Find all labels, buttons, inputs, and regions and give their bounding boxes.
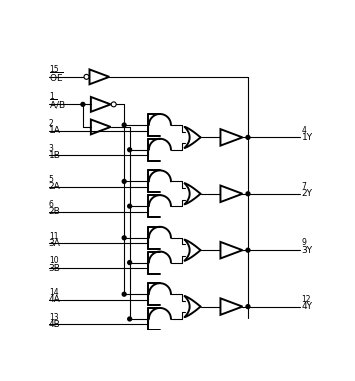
Circle shape (84, 74, 89, 79)
Text: $\overline{\rm OE}$: $\overline{\rm OE}$ (49, 70, 64, 84)
Text: 4: 4 (302, 126, 306, 134)
Text: 1A: 1A (49, 126, 61, 135)
Circle shape (81, 102, 85, 106)
Text: 14: 14 (49, 288, 59, 297)
Circle shape (246, 136, 250, 139)
Text: 7: 7 (302, 182, 306, 191)
Text: 3B: 3B (49, 264, 61, 272)
Circle shape (128, 204, 132, 208)
Text: 4A: 4A (49, 295, 60, 304)
Text: 2Y: 2Y (302, 189, 313, 198)
Text: 2: 2 (49, 119, 54, 128)
Text: 6: 6 (49, 200, 54, 209)
Text: 3A: 3A (49, 239, 61, 248)
Text: 1Y: 1Y (302, 133, 313, 142)
Circle shape (246, 305, 250, 309)
Text: 5: 5 (49, 175, 54, 184)
Text: 3: 3 (49, 144, 54, 152)
Circle shape (246, 192, 250, 196)
Text: 10: 10 (49, 256, 59, 265)
Text: 4B: 4B (49, 320, 60, 329)
Text: 12: 12 (302, 295, 311, 304)
Text: 1: 1 (49, 92, 54, 101)
Text: 13: 13 (49, 313, 59, 322)
Text: 9: 9 (302, 239, 306, 247)
Text: 3Y: 3Y (302, 246, 313, 255)
Circle shape (122, 179, 126, 183)
Circle shape (246, 248, 250, 252)
Circle shape (111, 102, 116, 107)
Text: 11: 11 (49, 232, 58, 240)
Circle shape (122, 292, 126, 296)
Text: 2B: 2B (49, 207, 60, 216)
Text: $\overline{\rm A}$/B: $\overline{\rm A}$/B (49, 98, 65, 111)
Circle shape (128, 148, 132, 152)
Text: 4Y: 4Y (302, 302, 313, 311)
Text: 1B: 1B (49, 151, 61, 160)
Circle shape (128, 261, 132, 264)
Text: 15: 15 (49, 64, 59, 74)
Circle shape (122, 236, 126, 240)
Circle shape (122, 123, 126, 127)
Text: 2A: 2A (49, 182, 60, 191)
Circle shape (128, 317, 132, 321)
